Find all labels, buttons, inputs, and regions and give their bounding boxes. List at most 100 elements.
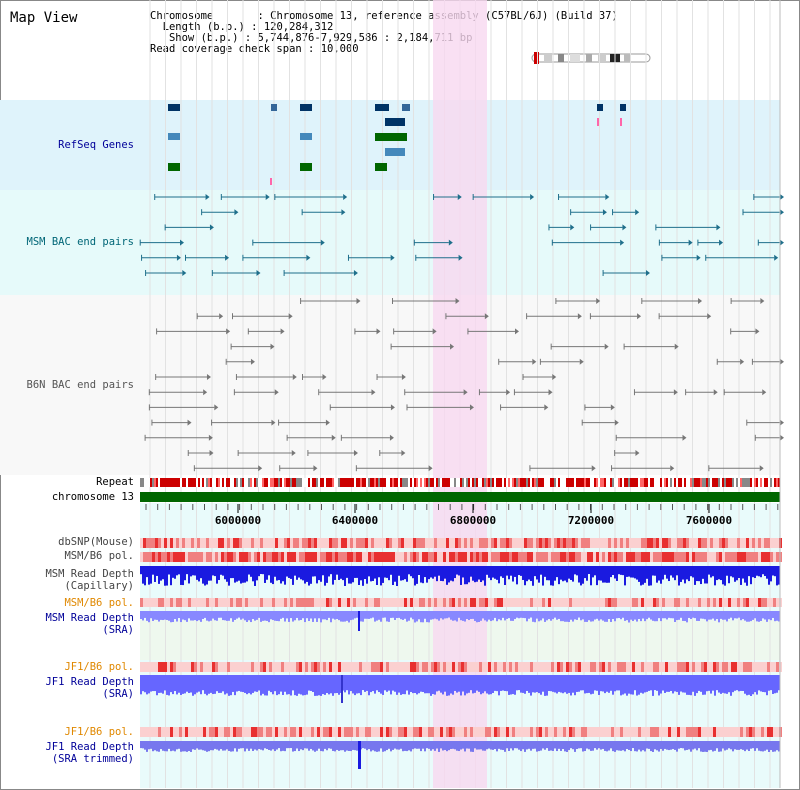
jf1-b6-pol-band bbox=[467, 662, 470, 672]
repeat-segment bbox=[342, 478, 344, 487]
b6n-bac-pair-end bbox=[596, 298, 601, 304]
dbsnp-band bbox=[389, 538, 392, 548]
jf1-b6-pol-trimmed-band bbox=[359, 727, 362, 737]
gene-feature[interactable] bbox=[300, 133, 312, 140]
repeat-segment bbox=[632, 478, 634, 487]
gene-feature[interactable] bbox=[300, 104, 312, 111]
repeat-segment bbox=[668, 478, 670, 487]
track-label-jf1-read-depth-trimmed[interactable]: JF1 Read Depth (SRA trimmed) bbox=[45, 741, 134, 765]
dbsnp-band bbox=[251, 538, 254, 548]
track-label-jf1-b6-pol[interactable]: JF1/B6 pol. bbox=[64, 661, 134, 673]
jf1-depth-trimmed-bar bbox=[764, 741, 766, 751]
repeat-segment bbox=[702, 478, 704, 487]
repeat-segment bbox=[286, 478, 288, 487]
highlight-region[interactable] bbox=[433, 0, 487, 788]
repeat-segment bbox=[614, 478, 616, 487]
repeat-segment bbox=[718, 478, 720, 487]
chromosome-bar[interactable] bbox=[140, 492, 780, 502]
msm-depth-capillary-bar bbox=[242, 566, 244, 583]
track-label-msm-b6-pol-sra[interactable]: MSM/B6 pol. bbox=[64, 597, 134, 609]
msm-b6-pol-sra-band bbox=[332, 598, 335, 607]
msm-depth-capillary-bar bbox=[700, 566, 702, 585]
gene-feature[interactable] bbox=[271, 104, 277, 111]
jf1-b6-pol-band bbox=[410, 662, 413, 672]
track-label-dbsnp[interactable]: dbSNP(Mouse) bbox=[58, 536, 134, 548]
track-label-jf1-b6-pol-trimmed[interactable]: JF1/B6 pol. bbox=[64, 726, 134, 738]
repeat-segment bbox=[546, 478, 548, 487]
msm-b6-pol-sra-band bbox=[533, 598, 536, 607]
repeat-segment bbox=[218, 478, 220, 487]
msm-b6-pol-band bbox=[758, 552, 761, 562]
dbsnp-band bbox=[215, 538, 218, 548]
track-label-msm-read-depth-sra[interactable]: MSM Read Depth (SRA) bbox=[45, 612, 134, 636]
jf1-depth-sra-bar bbox=[332, 675, 334, 696]
jf1-b6-pol-band bbox=[164, 662, 167, 672]
gene-feature[interactable] bbox=[385, 118, 405, 126]
dbsnp-band bbox=[587, 538, 590, 548]
jf1-depth-trimmed-bar bbox=[460, 741, 462, 750]
msm-b6-pol-band bbox=[254, 552, 257, 562]
gene-feature[interactable] bbox=[375, 104, 389, 111]
msm-depth-sra-bar bbox=[556, 611, 558, 620]
track-label-jf1-read-depth-sra[interactable]: JF1 Read Depth (SRA) bbox=[45, 676, 134, 700]
jf1-b6-pol-band bbox=[605, 662, 608, 672]
jf1-b6-pol-band bbox=[191, 662, 194, 672]
track-label-msm-bac[interactable]: MSM BAC end pairs bbox=[26, 236, 134, 248]
jf1-depth-trimmed-bar bbox=[338, 741, 340, 751]
msm-depth-capillary-bar bbox=[684, 566, 686, 584]
jf1-depth-sra-bar bbox=[624, 675, 626, 694]
jf1-depth-sra-bar bbox=[306, 675, 308, 695]
msm-b6-pol-band bbox=[716, 552, 719, 562]
track-label-b6n-bac[interactable]: B6N BAC end pairs bbox=[26, 379, 134, 391]
track-label-msm-read-depth-capillary[interactable]: MSM Read Depth (Capillary) bbox=[45, 568, 134, 592]
msm-depth-sra-bar bbox=[610, 611, 612, 622]
jf1-b6-pol-band bbox=[278, 662, 281, 672]
jf1-b6-pol-band bbox=[143, 662, 146, 672]
jf1-depth-sra-bar bbox=[728, 675, 730, 693]
msm-depth-capillary-bar bbox=[354, 566, 356, 578]
msm-depth-capillary-bar bbox=[420, 566, 422, 583]
track-label-msm-b6-pol[interactable]: MSM/B6 pol. bbox=[64, 550, 134, 562]
jf1-b6-pol-trimmed-band bbox=[296, 727, 299, 737]
msm-depth-sra-bar bbox=[570, 611, 572, 620]
dbsnp-band bbox=[368, 538, 371, 548]
gene-feature[interactable] bbox=[300, 163, 312, 171]
jf1-b6-pol-trimmed-band bbox=[482, 727, 485, 737]
jf1-depth-trimmed-bar bbox=[676, 741, 678, 752]
gene-feature[interactable] bbox=[620, 104, 626, 111]
gene-feature[interactable] bbox=[168, 163, 180, 171]
gene-feature[interactable] bbox=[597, 104, 603, 111]
repeat-segment bbox=[256, 478, 258, 487]
msm-depth-sra-bar bbox=[160, 611, 162, 620]
gene-feature[interactable] bbox=[385, 148, 405, 156]
track-label-refseq[interactable]: RefSeq Genes bbox=[58, 139, 134, 151]
msm-depth-capillary-bar bbox=[168, 566, 170, 575]
gene-feature[interactable] bbox=[168, 104, 180, 111]
gene-feature[interactable] bbox=[375, 133, 407, 141]
jf1-depth-trimmed-bar bbox=[524, 741, 526, 752]
msm-depth-sra-bar bbox=[726, 611, 728, 622]
track-label-chromosome[interactable]: chromosome 13 bbox=[51, 491, 134, 503]
msm-depth-capillary-bar bbox=[158, 566, 160, 584]
msm-b6-pol-sra-band bbox=[368, 598, 371, 607]
jf1-depth-sra-bar bbox=[734, 675, 736, 691]
jf1-depth-trimmed-bar bbox=[554, 741, 556, 749]
repeat-segment bbox=[388, 478, 390, 487]
jf1-b6-pol-trimmed-band bbox=[623, 727, 626, 737]
gene-feature[interactable] bbox=[402, 104, 410, 111]
gene-feature[interactable] bbox=[375, 163, 387, 171]
jf1-depth-sra-bar bbox=[686, 675, 688, 695]
jf1-b6-pol-band bbox=[182, 662, 185, 672]
msm-b6-pol-sra-band bbox=[440, 598, 443, 607]
track-label-repeat[interactable]: Repeat bbox=[96, 476, 134, 488]
msm-b6-pol-band bbox=[665, 552, 668, 562]
jf1-b6-pol-band bbox=[290, 662, 293, 672]
jf1-b6-pol-band bbox=[245, 662, 248, 672]
msm-depth-sra-bar bbox=[590, 611, 592, 622]
repeat-segment bbox=[262, 478, 264, 487]
msm-depth-capillary-bar bbox=[610, 566, 612, 578]
msm-depth-capillary-bar bbox=[508, 566, 510, 580]
gene-feature[interactable] bbox=[168, 133, 180, 140]
jf1-b6-pol-band bbox=[299, 662, 302, 672]
